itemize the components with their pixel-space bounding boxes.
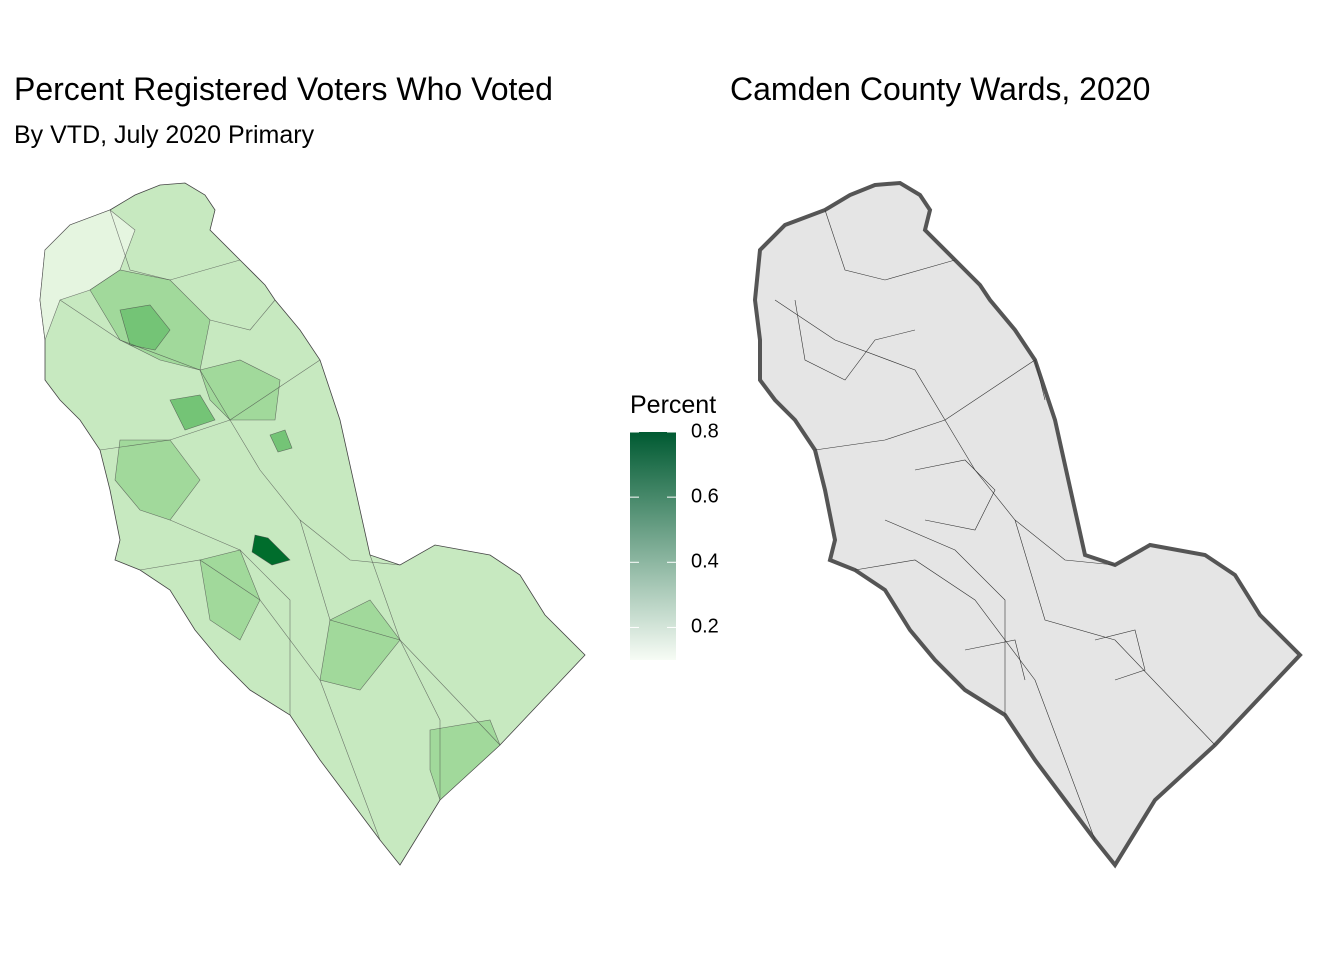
right-title: Camden County Wards, 2020: [730, 71, 1150, 107]
legend: Percent 0.2 0.4 0.6 0.8: [630, 391, 719, 660]
legend-tick-label: 0.2: [691, 616, 719, 638]
legend-colorbar: [630, 432, 676, 660]
left-title: Percent Registered Voters Who Voted: [14, 71, 553, 107]
ward-map: [753, 181, 1302, 867]
legend-tick-label: 0.8: [691, 420, 719, 442]
legend-tick-label: 0.6: [691, 485, 719, 507]
vtd-map: [39, 182, 586, 866]
legend-tick-label: 0.4: [691, 551, 719, 573]
legend-title: Percent: [630, 391, 716, 419]
left-subtitle: By VTD, July 2020 Primary: [14, 121, 315, 149]
